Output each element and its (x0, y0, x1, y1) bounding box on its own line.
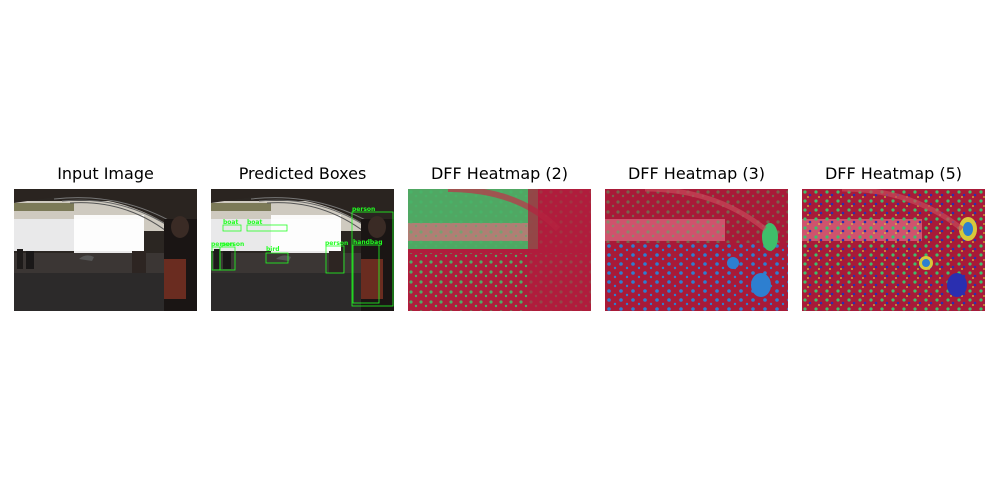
bbox-label: boat (247, 219, 262, 226)
input-photo (14, 189, 197, 311)
bbox-person (325, 245, 345, 274)
bbox-label: person (211, 241, 234, 248)
predicted-boxes-photo: boat boat person person person bird pers… (211, 189, 394, 311)
panel-heatmap-2: DFF Heatmap (2) (408, 160, 591, 311)
bbox-person (219, 246, 236, 271)
bbox-bird (265, 252, 289, 264)
bbox-label: person (221, 241, 244, 248)
bbox-label: person (352, 206, 375, 213)
heatmap-2-image (408, 189, 591, 311)
panel-title: Predicted Boxes (238, 164, 367, 183)
bbox-label: person (325, 240, 348, 247)
panel-title: DFF Heatmap (2) (430, 164, 569, 183)
panel-title: DFF Heatmap (3) (627, 164, 766, 183)
panel-heatmap-3: DFF Heatmap (3) (605, 160, 788, 311)
bbox-person (351, 211, 394, 307)
heatmap-5-image (802, 189, 985, 311)
bbox-boat (222, 224, 242, 232)
bbox-label: boat (223, 219, 238, 226)
bbox-boat (246, 224, 288, 232)
panel-title: DFF Heatmap (5) (824, 164, 963, 183)
bbox-label: bird (266, 246, 280, 253)
panel-predicted-boxes: Predicted Boxes boat boat person person … (211, 160, 394, 311)
panel-heatmap-5: DFF Heatmap (5) (802, 160, 985, 311)
heatmap-3-image (605, 189, 788, 311)
panel-input-image: Input Image (14, 160, 197, 311)
panel-title: Input Image (57, 164, 154, 183)
bbox-handbag (352, 244, 380, 304)
bbox-label: handbag (353, 239, 383, 246)
